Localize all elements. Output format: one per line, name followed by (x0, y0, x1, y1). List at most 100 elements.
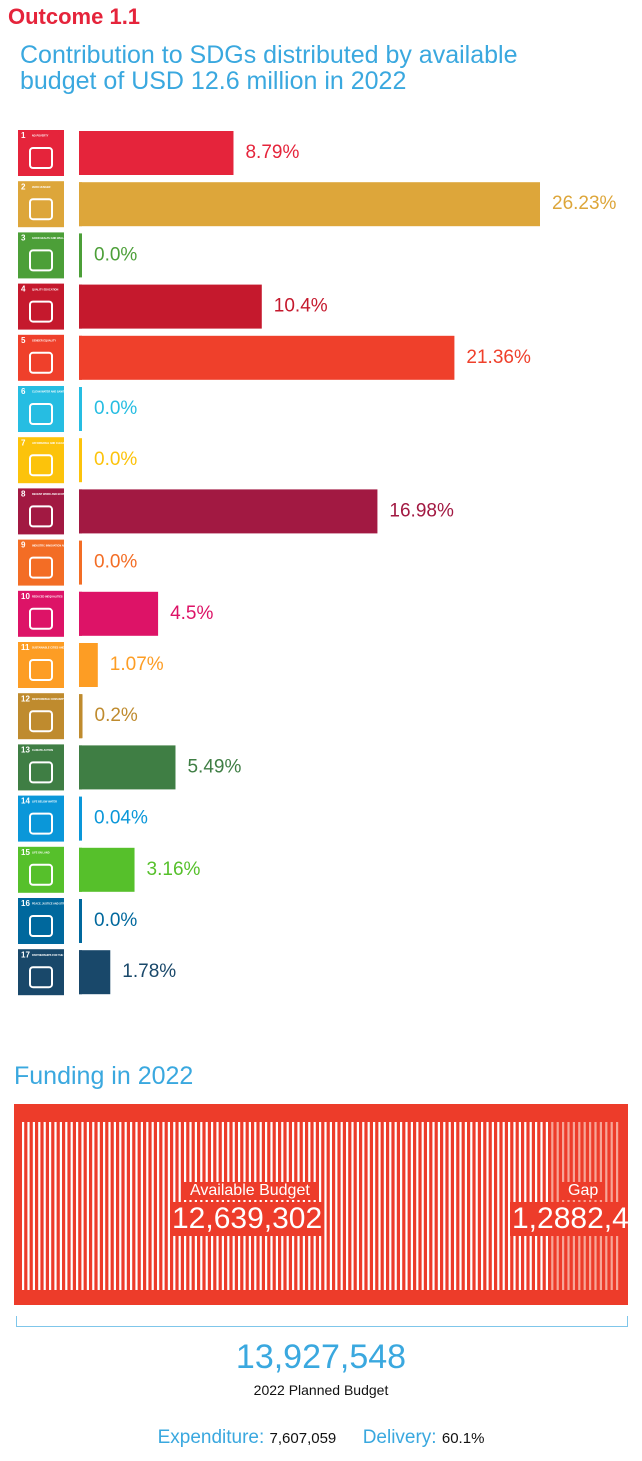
stripe (146, 1122, 149, 1290)
stripe (362, 1122, 365, 1290)
sdg-name: CLIMATE ACTION (32, 749, 53, 752)
stripe (405, 1122, 408, 1290)
stripe (356, 1122, 359, 1290)
sdg-number: 11 (21, 643, 30, 652)
sdg-name: CLEAN WATER AND SANITATION (32, 391, 72, 394)
sdg-pictogram (29, 710, 53, 733)
stripe (502, 1122, 505, 1290)
sdg-name: GOOD HEALTH AND WELL-BEING (32, 237, 73, 240)
chart-title: Contribution to SDGs distributed by avai… (20, 41, 518, 95)
bar (79, 284, 262, 329)
stripe (432, 1122, 435, 1290)
stripe (54, 1122, 57, 1290)
stripe (103, 1122, 106, 1290)
sdg-pictogram (29, 607, 53, 630)
expenditure-line: Expenditure: 7,607,059 Delivery: 60.1% (0, 1427, 642, 1449)
expenditure-label: Expenditure: (157, 1427, 265, 1448)
sdg-pictogram (29, 505, 53, 528)
stripe (394, 1122, 397, 1290)
sdg-pictogram (29, 351, 53, 374)
sdg-number: 14 (21, 797, 30, 806)
value-label: 16.98% (389, 500, 454, 521)
value-label: 21.36% (466, 347, 531, 368)
stripe (113, 1122, 116, 1290)
sdg-number: 10 (21, 592, 30, 601)
stripe (140, 1122, 143, 1290)
stripe (65, 1122, 68, 1290)
bar (79, 694, 83, 739)
stripe (437, 1122, 440, 1290)
sdg-number: 15 (21, 848, 30, 857)
stripe (162, 1122, 165, 1290)
stripe (97, 1122, 100, 1290)
stripe (108, 1122, 111, 1290)
stripe (27, 1122, 30, 1290)
bar (79, 489, 378, 534)
sdg-number: 12 (21, 694, 30, 703)
sdg-name: ZERO HUNGER (32, 186, 51, 189)
stripe (389, 1122, 392, 1290)
bracket (16, 1316, 628, 1327)
stripe (49, 1122, 52, 1290)
bar (79, 950, 111, 995)
delivery-label: Delivery: (362, 1427, 437, 1448)
bar-stub (79, 540, 82, 585)
value-label: 4.5% (170, 603, 213, 624)
stripe (324, 1122, 327, 1290)
sdg-number: 6 (21, 387, 26, 396)
value-label: 5.49% (187, 756, 241, 777)
sdg-number: 9 (21, 541, 26, 550)
sdg-pictogram (29, 659, 53, 681)
value-label: 10.4% (274, 296, 328, 317)
sdg-number: 7 (21, 438, 26, 447)
stripe (43, 1122, 46, 1290)
bar (79, 182, 540, 227)
sdg-name: LIFE BELOW WATER (32, 800, 57, 803)
stripe (367, 1122, 370, 1290)
stripe (32, 1122, 35, 1290)
stripe (486, 1122, 489, 1290)
funding-title: Funding in 2022 (14, 1062, 194, 1090)
sdg-pictogram (29, 761, 53, 784)
expenditure-value: 7,607,059 (269, 1430, 337, 1447)
stripe (119, 1122, 122, 1290)
stripe (464, 1122, 467, 1290)
sdg-name: QUALITY EDUCATION (32, 288, 58, 291)
sdg-pictogram (29, 863, 53, 886)
funding-bar: Available Budget 12,639,302 Gap 1,2882,4 (14, 1104, 628, 1305)
sdg-pictogram (29, 403, 53, 425)
value-label: 0.0% (94, 910, 137, 931)
value-label: 0.0% (94, 552, 137, 573)
value-label: 0.04% (94, 808, 148, 829)
stripe (59, 1122, 62, 1290)
stripe (151, 1122, 154, 1290)
stripe (70, 1122, 73, 1290)
sdg-name: REDUCED INEQUALITIES (32, 595, 63, 598)
stripe (22, 1122, 25, 1290)
sdg-pictogram (29, 198, 53, 221)
stripe (481, 1122, 484, 1290)
gap-value: 1,2882,4 (510, 1202, 628, 1236)
sdg-number: 5 (21, 336, 26, 345)
bar (79, 131, 234, 175)
stripe (421, 1122, 424, 1290)
value-label: 0.2% (95, 705, 138, 726)
heading: Outcome 1.1 (8, 4, 141, 29)
sdg-number: 8 (21, 490, 26, 499)
stripe (346, 1122, 349, 1290)
available-value: 12,639,302 (170, 1202, 325, 1236)
sdg-pictogram (29, 300, 53, 323)
delivery-value: 60.1% (441, 1430, 485, 1447)
stripe (130, 1122, 133, 1290)
stripe (378, 1122, 381, 1290)
sdg-name: DECENT WORK AND ECONOMIC GROWTH (32, 493, 84, 496)
stripe (508, 1122, 511, 1290)
sdg-name: NO POVERTY (32, 135, 49, 138)
gap-label: Gap (562, 1182, 605, 1200)
sdg-name: RESPONSIBLE CONSUMPTION AND PRODUCTION (32, 698, 93, 701)
value-label: 8.79% (245, 142, 299, 163)
value-label: 0.0% (94, 449, 137, 470)
stripe (459, 1122, 462, 1290)
stripe (92, 1122, 95, 1290)
